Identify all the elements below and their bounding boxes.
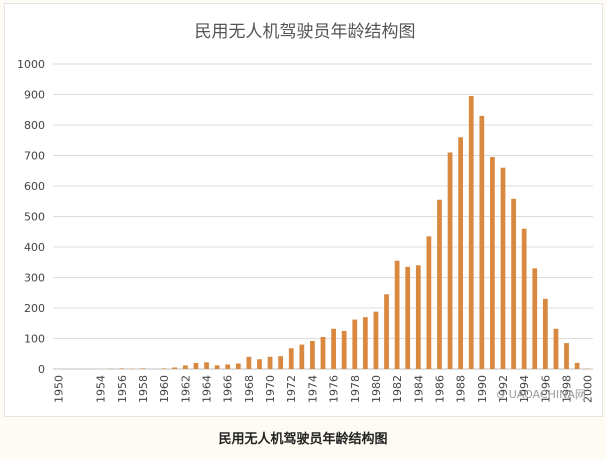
bar-1985 xyxy=(426,236,432,369)
bar-1993 xyxy=(511,198,516,369)
y-tick-label: 500 xyxy=(24,211,45,224)
bar-1973 xyxy=(299,344,305,369)
x-tick-label: 1958 xyxy=(137,375,150,403)
x-tick-label: 2000 xyxy=(582,375,595,403)
bar-1961 xyxy=(172,367,178,369)
bar-1971 xyxy=(278,356,284,369)
bar-1964 xyxy=(204,362,209,369)
x-tick-label: 1978 xyxy=(349,375,362,403)
gridlines xyxy=(53,63,593,370)
y-tick-label: 100 xyxy=(24,333,45,346)
x-tick-label: 1976 xyxy=(328,375,341,403)
y-tick-label: 700 xyxy=(24,150,45,163)
bar-1991 xyxy=(490,157,495,369)
x-tick-label: 1954 xyxy=(95,375,108,403)
x-tick-label: 1986 xyxy=(433,375,446,403)
bar-1956 xyxy=(119,368,125,369)
bar-1969 xyxy=(257,359,262,369)
x-tick-label: 1972 xyxy=(285,375,298,403)
x-tick-label: 1970 xyxy=(264,375,277,403)
x-tick-label: 1956 xyxy=(116,375,129,403)
y-tick-label: 400 xyxy=(24,241,45,254)
x-tick-label: 1950 xyxy=(52,375,65,403)
x-tick-label: 1974 xyxy=(306,375,319,403)
x-tick-label: 1992 xyxy=(497,375,510,403)
y-tick-label: 300 xyxy=(24,272,45,285)
y-tick-label: 900 xyxy=(24,89,45,102)
x-tick-label: 1998 xyxy=(561,375,574,403)
x-tick-label: 1968 xyxy=(243,375,256,403)
x-tick-label: 1984 xyxy=(412,375,425,403)
bar-chart: 民用无人机驾驶员年龄结构图 0 100 200 300 400 500 600 700 800 9… xyxy=(17,22,595,403)
x-tick-label: 1964 xyxy=(201,375,214,403)
bar-1989 xyxy=(468,96,474,370)
bar-1966 xyxy=(225,364,231,369)
y-tick-label: 200 xyxy=(24,302,45,315)
bar-1963 xyxy=(193,362,199,369)
y-axis-ticks: 0 100 200 300 400 500 600 700 800 900 1000 xyxy=(17,58,45,376)
x-tick-label: 1996 xyxy=(539,375,552,403)
bar-1968 xyxy=(246,356,252,369)
caption: 民用无人机驾驶员年龄结构图 xyxy=(218,432,388,447)
bar-1997 xyxy=(553,328,559,369)
bar-1998 xyxy=(564,343,569,369)
bar-1990 xyxy=(479,115,485,369)
bar-1977 xyxy=(341,330,347,370)
bar-1999 xyxy=(574,362,580,369)
watermark: ⊙ UAOACHINA网 xyxy=(496,388,586,401)
chart-frame: 民用无人机驾驶员年龄结构图 0 100 200 300 400 500 600 700 800 9… xyxy=(4,3,603,417)
y-tick-label: 0 xyxy=(38,363,45,376)
bar-1988 xyxy=(458,137,464,369)
x-tick-label: 1980 xyxy=(370,375,383,403)
bar-1974 xyxy=(310,340,315,369)
bar-1987 xyxy=(447,152,453,369)
chart-title: 民用无人机驾驶员年龄结构图 xyxy=(195,22,416,42)
x-tick-label: 1962 xyxy=(179,375,192,403)
y-tick-label: 600 xyxy=(24,180,45,193)
x-tick-label: 1966 xyxy=(222,375,235,403)
bar-1981 xyxy=(384,294,389,369)
bar-1970 xyxy=(267,356,273,369)
bar-1958 xyxy=(140,368,146,369)
y-tick-label: 800 xyxy=(24,119,45,132)
x-tick-label: 1994 xyxy=(518,375,531,403)
x-tick-label: 1990 xyxy=(476,375,489,403)
bar-1986 xyxy=(437,199,442,369)
bar-1975 xyxy=(320,336,326,369)
bar-1984 xyxy=(415,265,421,369)
x-tick-label: 1982 xyxy=(391,375,404,403)
bar-1965 xyxy=(214,365,220,369)
y-tick-label: 1000 xyxy=(17,58,45,71)
bar-1995 xyxy=(532,268,538,369)
bar-1994 xyxy=(521,228,527,369)
bar-1992 xyxy=(500,167,506,369)
bar-1980 xyxy=(373,311,379,369)
bar-1976 xyxy=(331,328,336,369)
bar-1996 xyxy=(542,298,548,369)
x-tick-label: 1988 xyxy=(455,375,468,403)
bar-1983 xyxy=(405,266,411,369)
x-tick-label: 1960 xyxy=(158,375,171,403)
bar-1962 xyxy=(182,365,188,369)
bar-1978 xyxy=(352,319,358,369)
x-axis-ticks: 1950 1954 1956 1958 1960 1962 1964 1966 1968 1970… xyxy=(52,375,594,403)
bar-1972 xyxy=(288,348,294,369)
bar-1960 xyxy=(161,368,167,369)
bar-1979 xyxy=(362,317,368,369)
bar-1982 xyxy=(394,260,400,369)
bars xyxy=(108,96,591,370)
bar-1967 xyxy=(235,363,241,369)
